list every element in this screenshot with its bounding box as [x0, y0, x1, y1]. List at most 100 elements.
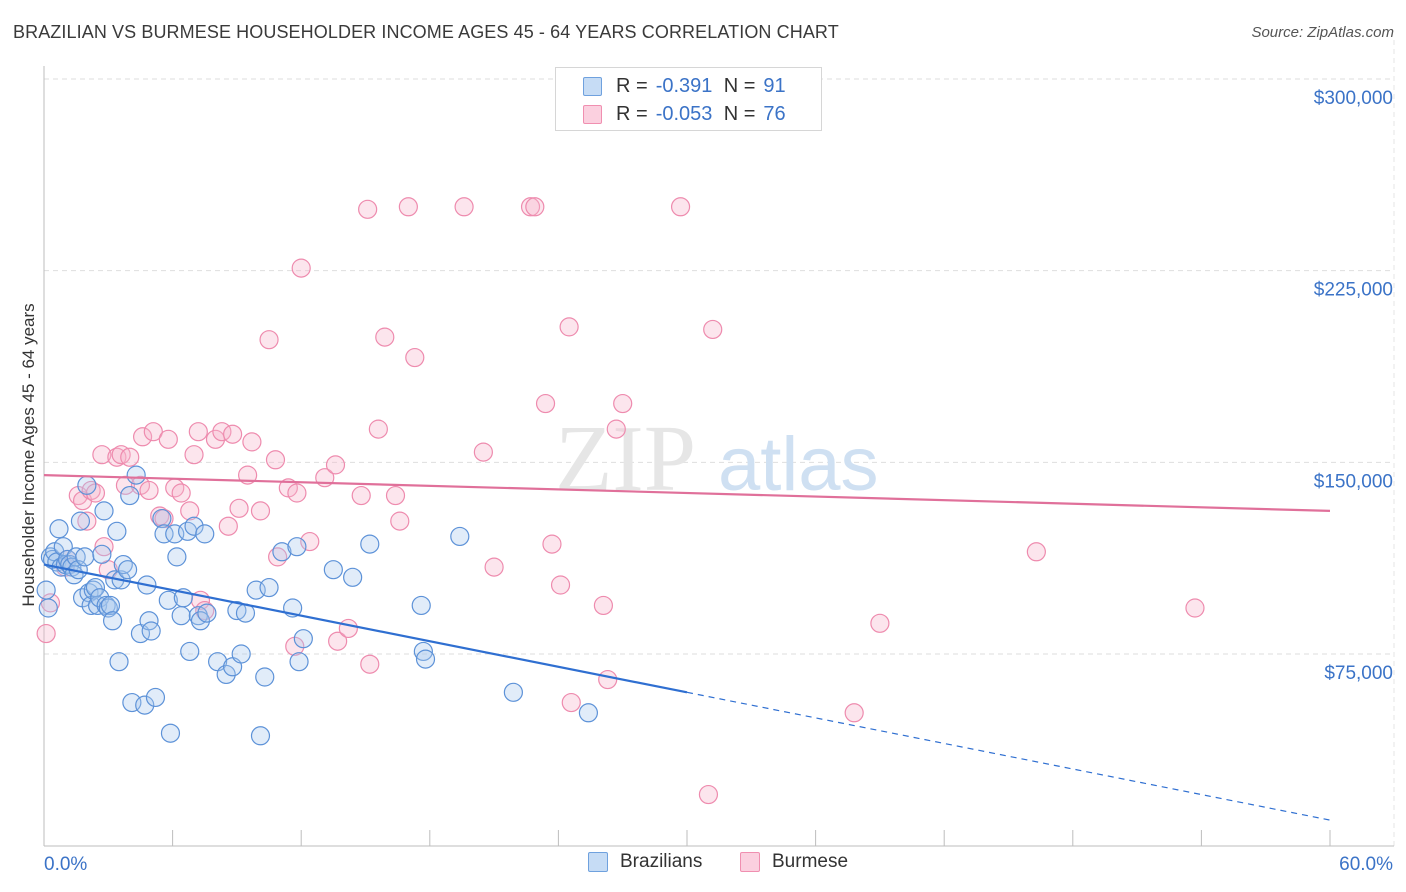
burmese-point [242, 432, 262, 452]
brazilians-point [184, 516, 204, 536]
brazilians-point [154, 524, 174, 544]
burmese-point [1185, 598, 1205, 618]
legend-row-burmese: R = -0.053 N = 76 [583, 101, 786, 127]
legend-label: Brazilians [620, 851, 703, 872]
burmese-point [291, 258, 311, 278]
brazilians-point [343, 567, 363, 587]
source-credit: Source: ZipAtlas.com [1251, 24, 1394, 41]
brazilians-point [107, 521, 127, 541]
burmese-point [550, 575, 571, 595]
brazilians-point [250, 726, 271, 746]
burmese-point [368, 419, 388, 439]
chart-title: BRAZILIAN VS BURMESE HOUSEHOLDER INCOME … [13, 22, 839, 42]
series-legend: Brazilians Burmese [0, 851, 1406, 877]
burmese-point [265, 450, 286, 470]
y-tick-label: $150,000 [1314, 471, 1393, 492]
burmese-point [351, 485, 371, 506]
brazilians-point [195, 524, 215, 544]
burmese-point [259, 330, 279, 350]
brazilians-point [100, 595, 121, 616]
brazilians-point [190, 611, 211, 631]
burmese-point [338, 618, 358, 639]
y-tick-label: $300,000 [1314, 88, 1393, 109]
brazilians-point [117, 560, 138, 580]
brazilians-point [231, 644, 251, 664]
burmese-point [670, 197, 691, 217]
burmese-point [390, 511, 410, 531]
burmese-point [250, 501, 271, 521]
y-tick-label: $225,000 [1314, 280, 1393, 301]
burmese-point [484, 557, 504, 577]
brazilians-point [158, 590, 178, 610]
burmese-point [132, 427, 153, 447]
burmese-point [613, 393, 633, 414]
brazilians-trend-extension [686, 691, 1331, 821]
brazilians-point [360, 534, 380, 554]
trend-lines [43, 474, 1331, 821]
brazilians-point [152, 508, 172, 529]
burmese-point [92, 445, 112, 465]
brazilians-point [36, 580, 56, 600]
brazilians-points [36, 465, 599, 746]
n-label: N = [723, 74, 756, 97]
burmese-point [287, 483, 307, 503]
y-axis-title: Householder Income Ages 45 - 64 years [19, 303, 38, 607]
brazilians-point [77, 475, 97, 495]
burmese-point [525, 197, 545, 217]
brazilians-point [38, 598, 58, 618]
burmese-point [36, 623, 56, 644]
brazilians-point [255, 667, 275, 687]
brazilians-point [49, 519, 69, 539]
brazilians-point [120, 485, 140, 506]
brazilians-point [289, 652, 309, 672]
r-value: -0.053 [655, 102, 713, 125]
brazilians-swatch [588, 852, 608, 872]
brazilians-point [135, 695, 155, 715]
brazilians-point [503, 682, 523, 702]
legend-row-brazilians: R = -0.391 N = 91 [583, 73, 786, 99]
brazilians-point [75, 547, 95, 567]
burmese-points [36, 197, 1205, 805]
brazilians-point [323, 560, 343, 580]
watermark-zip: ZIP [555, 407, 696, 511]
brazilians-point [578, 703, 599, 723]
brazilians-point [259, 577, 279, 598]
brazilians-point [160, 723, 181, 743]
x-tick-label: 60.0% [1339, 854, 1393, 875]
burmese-point [1026, 542, 1046, 562]
n-value: 91 [763, 74, 786, 97]
burmese-trend-line [43, 474, 1331, 512]
brazilians-point [126, 465, 146, 485]
brazilians-point [180, 641, 200, 662]
burmese-swatch [740, 852, 760, 872]
burmese-point [870, 613, 890, 633]
burmese-point [698, 784, 719, 805]
r-label: R = [616, 102, 648, 125]
brazilians-point [171, 606, 191, 626]
brazilians-point [167, 547, 187, 567]
brazilians-point [141, 621, 161, 641]
r-value: -0.391 [655, 74, 713, 97]
burmese-point [703, 319, 723, 340]
burmese-point [223, 424, 243, 444]
y-tick-label: $75,000 [1324, 663, 1393, 684]
brazilians-point [102, 611, 123, 631]
burmese-point [606, 419, 626, 439]
burmese-point [561, 692, 581, 713]
burmese-point [398, 197, 418, 217]
brazilians-point [83, 580, 103, 600]
burmese-point [171, 483, 191, 503]
burmese-point [473, 442, 493, 462]
burmese-point [454, 197, 474, 217]
burmese-point [542, 534, 562, 554]
brazilians-point [92, 544, 112, 564]
legend-item-brazilians: Brazilians [588, 851, 702, 873]
burmese-point [139, 480, 159, 501]
burmese-point [184, 445, 204, 465]
brazilians-point [415, 649, 436, 669]
legend-label: Burmese [772, 851, 849, 872]
burmese-point [180, 501, 200, 521]
burmese-point [205, 429, 226, 449]
burmese-point [158, 429, 178, 449]
burmese-point [375, 327, 395, 347]
